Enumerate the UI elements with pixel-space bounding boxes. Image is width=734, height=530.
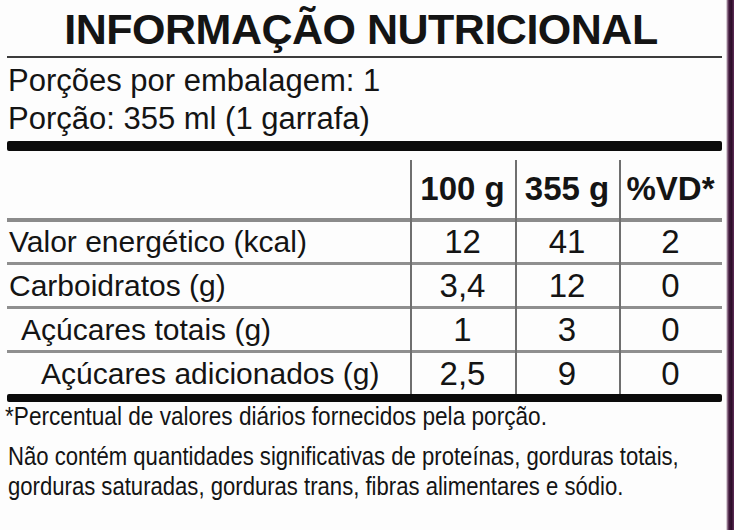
table-row-added-sugars: Açúcares adicionados (g) 2,5 9 0 <box>7 350 722 394</box>
servings-per-package: Porções por embalagem: 1 <box>8 62 380 100</box>
row-value-vd: 0 <box>619 355 722 393</box>
table-row-total-sugars: Açúcares totais (g) 1 3 0 <box>7 306 722 350</box>
package-edge-strip <box>726 0 734 530</box>
title-divider <box>7 56 722 58</box>
no-significant-amounts-note: Não contém quantidades significativas de… <box>8 441 726 501</box>
table-row-carbs: Carboidratos (g) 3,4 12 0 <box>7 262 722 306</box>
column-divider-3 <box>619 160 621 395</box>
row-value-355g: 3 <box>515 311 619 349</box>
row-value-100g: 12 <box>410 223 515 261</box>
portion-size: Porção: 355 ml (1 garrafa) <box>8 100 380 138</box>
table-row-energy: Valor energético (kcal) 12 41 2 <box>7 218 722 262</box>
nutrition-facts-label: INFORMAÇÃO NUTRICIONAL Porções por embal… <box>0 0 734 530</box>
nutrition-table: 100 g 355 g %VD* Valor energético (kcal)… <box>7 152 722 402</box>
row-value-355g: 9 <box>515 355 619 393</box>
row-value-vd: 0 <box>619 311 722 349</box>
label-title: INFORMAÇÃO NUTRICIONAL <box>0 5 722 54</box>
row-label: Açúcares adicionados (g) <box>7 357 410 391</box>
row-label: Valor energético (kcal) <box>7 225 410 259</box>
column-header-100g: 100 g <box>410 170 515 218</box>
column-divider-2 <box>515 160 517 395</box>
row-value-100g: 2,5 <box>410 355 515 393</box>
serving-info: Porções por embalagem: 1 Porção: 355 ml … <box>8 62 380 138</box>
row-value-355g: 41 <box>515 223 619 261</box>
section-divider-thick-top <box>7 141 722 151</box>
column-header-355g: 355 g <box>515 170 619 218</box>
row-value-vd: 2 <box>619 223 722 261</box>
table-header-row: 100 g 355 g %VD* <box>7 152 722 218</box>
column-header-vd: %VD* <box>619 170 722 218</box>
row-value-100g: 1 <box>410 311 515 349</box>
row-label: Carboidratos (g) <box>7 269 410 303</box>
column-divider-1 <box>410 160 412 395</box>
daily-value-footnote: *Percentual de valores diários fornecido… <box>5 401 547 432</box>
row-value-100g: 3,4 <box>410 267 515 305</box>
row-value-vd: 0 <box>619 267 722 305</box>
row-value-355g: 12 <box>515 267 619 305</box>
row-label: Açúcares totais (g) <box>7 313 410 347</box>
